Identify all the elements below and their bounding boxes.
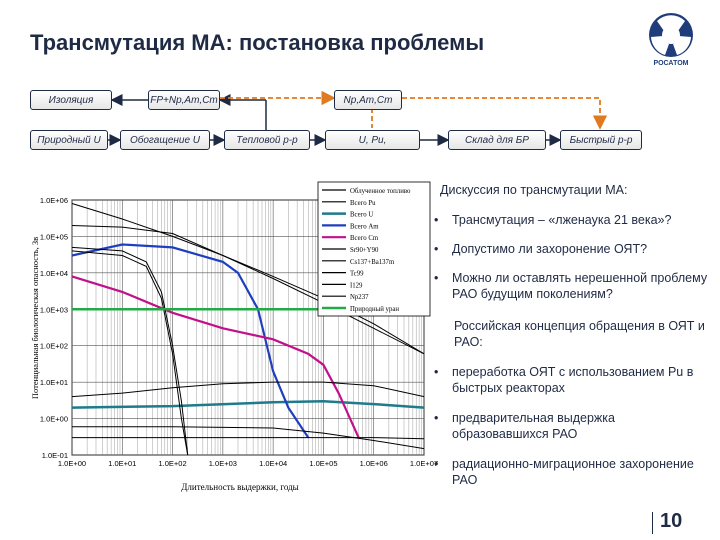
- discussion-heading: Дискуссия по трансмутации МА:: [440, 183, 628, 197]
- legend-entry: Всего Pu: [350, 200, 376, 207]
- bullet-icon: •: [434, 365, 439, 379]
- list-item: • предварительная выдержка образовавшихс…: [434, 411, 615, 441]
- legend-entry: Природный уран: [350, 306, 399, 313]
- y-tick-label: 1.0E+04: [40, 269, 68, 278]
- flow-box-thermal-reactor: Тепловой р-р: [224, 130, 310, 150]
- y-axis-label: Потенциальная биологическая опасность, З…: [30, 237, 40, 399]
- legend-entry: Sr90+Y90: [350, 247, 379, 254]
- series-line-7: [72, 426, 425, 450]
- logo-text: РОСАТОМ: [653, 60, 689, 67]
- bullet-icon: •: [434, 271, 439, 285]
- legend-entry: Всего Am: [350, 223, 379, 230]
- flow-box-fp-np-am-cm: FP+Np,Am,Cm: [148, 90, 220, 110]
- y-tick-label: 1.0E-01: [42, 451, 68, 460]
- x-tick-label: 1.0E+03: [209, 459, 237, 468]
- bullet-icon: •: [434, 213, 439, 227]
- legend-entry: I129: [350, 282, 363, 289]
- y-tick-label: 1.0E+00: [40, 415, 68, 424]
- flow-box-isolation: Изоляция: [30, 90, 112, 110]
- y-tick-label: 1.0E+03: [40, 305, 68, 314]
- flow-box-enrichment-u: Обогащение U: [120, 130, 210, 150]
- flow-box-fast-reactor: Быстрый р-р: [560, 130, 642, 150]
- legend-entry: Всего U: [350, 212, 373, 219]
- y-tick-label: 1.0E+06: [40, 196, 68, 205]
- x-tick-label: 1.0E+06: [360, 459, 388, 468]
- flow-box-u-pu: U, Pu,: [325, 130, 420, 150]
- flow-box-storage-fast: Склад для БР: [448, 130, 546, 150]
- y-tick-label: 1.0E+01: [40, 378, 68, 387]
- series-line-5: [71, 246, 189, 456]
- x-tick-label: 1.0E+04: [259, 459, 287, 468]
- rosatom-logo: [649, 13, 693, 57]
- page-title: Трансмутация МА: постановка проблемы: [30, 30, 485, 55]
- russian-concept-heading: Российская концепция обращения в ОЯТ и Р…: [454, 319, 705, 349]
- page-number-divider: [652, 512, 653, 534]
- legend-entry: Tc99: [350, 271, 364, 278]
- flow-box-np-am-cm: Np,Am,Cm: [334, 90, 402, 110]
- y-tick-label: 1.0E+05: [40, 232, 68, 241]
- series-line-0: [71, 203, 425, 355]
- x-tick-label: 1.0E+01: [108, 459, 136, 468]
- bullet-icon: •: [434, 457, 439, 471]
- fuel-cycle-flow-arrows: [108, 90, 608, 146]
- list-item: • Допустимо ли захоронение ОЯТ?: [434, 242, 648, 256]
- series-line-3: [71, 243, 310, 439]
- legend-entry: Облученное топливо: [350, 188, 411, 195]
- series-line-4: [71, 275, 360, 439]
- legend-entry: Cs137+Ba137m: [350, 259, 395, 266]
- x-tick-label: 1.0E+02: [158, 459, 186, 468]
- series-line-9: [71, 381, 425, 398]
- page-number: 10: [660, 510, 683, 532]
- list-item: • Трансмутация – «лженаука 21 века»?: [434, 213, 672, 227]
- legend-entry: Np237: [350, 294, 369, 301]
- x-tick-label: 1.0E+05: [309, 459, 337, 468]
- bullet-icon: •: [434, 242, 439, 256]
- chart-legend: Облученное топливо Всего Pu Всего U Всего A…: [317, 181, 431, 317]
- chart-ticks: 1.0E+00 1.0E+01 1.0E+02 1.0E+03 1.0E+04 1.0E+…: [40, 196, 438, 468]
- bullet-icon: •: [434, 411, 439, 425]
- series-line-8: [72, 437, 425, 440]
- series-line-2: [71, 399, 425, 409]
- x-axis-label: Длительность выдержки, годы: [181, 482, 298, 492]
- flow-box-natural-u: Природный U: [30, 130, 108, 150]
- flow-arrow-dashed: [402, 97, 608, 130]
- series-line-1: [71, 225, 425, 355]
- y-tick-label: 1.0E+02: [40, 342, 68, 351]
- list-item: • переработка ОЯТ с использованием Pu в …: [434, 365, 694, 395]
- series-line-6: [71, 250, 189, 456]
- x-tick-label: 1.0E+00: [58, 459, 86, 468]
- list-item: • Можно ли оставлять нерешенной проблему…: [434, 271, 708, 301]
- list-item: • радиационно-миграционное захоронение Р…: [434, 457, 694, 487]
- atom-icon: [649, 13, 693, 57]
- legend-entry: Всего Cm: [350, 235, 379, 242]
- x-tick-label: 1.0E+07: [410, 459, 438, 468]
